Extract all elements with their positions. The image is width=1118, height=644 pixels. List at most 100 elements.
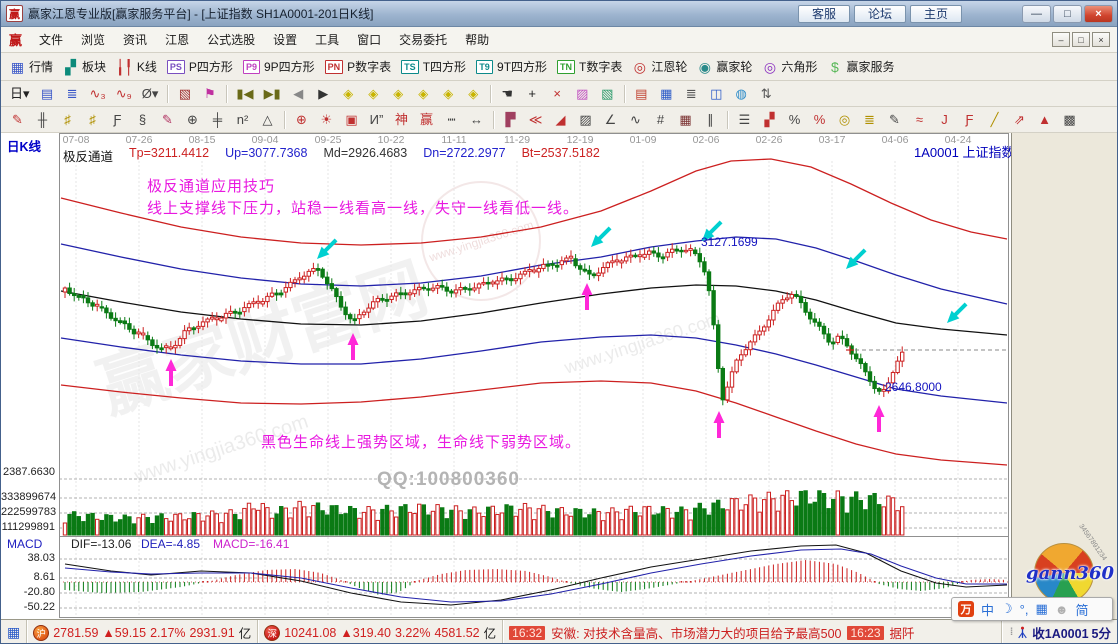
calendar-button[interactable]: ▤ — [629, 84, 654, 104]
width-measure-button[interactable]: ↔ — [464, 110, 489, 130]
menu-window[interactable]: 窗口 — [357, 33, 382, 47]
ime-lang-button[interactable]: 中 — [981, 602, 995, 618]
t-square-button[interactable]: TS T四方形 — [396, 56, 471, 77]
next-bar-button[interactable]: ▶ — [311, 84, 336, 104]
square-wheel-button[interactable]: ▣ — [339, 110, 364, 130]
status-grid-button[interactable]: ▦ — [1, 620, 28, 643]
menu-file[interactable]: 文件 — [39, 33, 64, 47]
step-bars-button[interactable]: ☰ — [732, 110, 757, 130]
shift-left-button[interactable]: ◈ — [336, 84, 361, 104]
notepad-button[interactable]: ≣ — [679, 84, 704, 104]
gold-grid-b-button[interactable]: ♯ — [80, 110, 105, 130]
period-day-combo[interactable]: 日▾ — [5, 84, 35, 104]
menu-browse[interactable]: 浏览 — [81, 33, 106, 47]
menu-tools[interactable]: 工具 — [315, 33, 340, 47]
shanghai-index-panel[interactable]: 沪 2781.59 ▲59.15 2.17% 2931.91 亿 — [27, 620, 259, 643]
t9-square-button[interactable]: T9 9T四方形 — [471, 56, 552, 77]
net-data-button[interactable]: ◍ — [729, 84, 754, 104]
range-stats-button[interactable]: ▧ — [172, 84, 197, 104]
parallel-lines-button[interactable]: ∥ — [698, 110, 723, 130]
gann-circle-button[interactable]: ⊕ — [289, 110, 314, 130]
close-button[interactable]: × — [1084, 4, 1113, 23]
ime-shape-button[interactable]: ☽ — [1001, 601, 1013, 616]
menu-help[interactable]: 帮助 — [465, 33, 490, 47]
p-square-button[interactable]: PS P四方形 — [162, 56, 238, 77]
t-number-table-button[interactable]: TN T数字表 — [552, 56, 627, 77]
mini-chart9-button[interactable]: ∿₉ — [111, 84, 137, 104]
ink-pen-button[interactable]: ✎ — [882, 110, 907, 130]
expand-h-button[interactable]: ◈ — [386, 84, 411, 104]
percent-button[interactable]: % — [782, 110, 807, 130]
homepage-button[interactable]: 主页 — [910, 4, 962, 23]
trend-pen-button[interactable]: ✎ — [5, 110, 30, 130]
four-quadrant-button[interactable]: ▩ — [1057, 110, 1082, 130]
gold-diag-button[interactable]: ╱ — [982, 110, 1007, 130]
hand-tool-button[interactable]: ☚ — [495, 84, 520, 104]
time-circle-button[interactable]: ⊕ — [180, 110, 205, 130]
zoom-in-button[interactable]: ◈ — [461, 84, 486, 104]
ime-user-button[interactable]: ☻ — [1054, 601, 1069, 617]
green-stat-button[interactable]: ▧ — [595, 84, 620, 104]
f-square-button[interactable]: Ƒ — [105, 110, 130, 130]
p-number-table-button[interactable]: PN P数字表 — [320, 56, 397, 77]
j-line-button[interactable]: Ј — [932, 110, 957, 130]
fan-square-button[interactable]: ◢ — [548, 110, 573, 130]
menu-gann[interactable]: 江恩 — [165, 33, 190, 47]
percent-line-button[interactable]: % — [807, 110, 832, 130]
mini-chart3-button[interactable]: ∿₃ — [85, 84, 111, 104]
shen-grid-button[interactable]: 神 — [389, 110, 414, 130]
mdi-minimize-button[interactable]: – — [1052, 32, 1070, 47]
menu-trade-entrust[interactable]: 交易委托 — [399, 33, 448, 47]
menu-formula-picker[interactable]: 公式选股 — [207, 33, 256, 47]
shenzhen-index-panel[interactable]: 深 10241.08 ▲319.40 3.22% 4581.52 亿 — [258, 620, 504, 643]
kline-chart-canvas[interactable] — [1, 133, 1011, 619]
angle-line-button[interactable]: ∠ — [598, 110, 623, 130]
n2-button[interactable]: n² — [230, 110, 255, 130]
grid-sharp-button[interactable]: # — [648, 110, 673, 130]
ying-line-button[interactable]: ▲ — [1032, 110, 1057, 130]
gann-wheel-button[interactable]: ◎ 江恩轮 — [627, 56, 692, 77]
board-view-button[interactable]: ▤ — [35, 84, 60, 104]
grid-fence-button[interactable]: ╪ — [205, 110, 230, 130]
winner-wheel-button[interactable]: ◉ 赢家轮 — [692, 56, 757, 77]
p9-square-button[interactable]: P9 9P四方形 — [238, 56, 320, 77]
info-list-button[interactable]: ≣ — [60, 84, 85, 104]
spiral-button[interactable]: § — [130, 110, 155, 130]
ruler-123-button[interactable]: ┉ — [439, 110, 464, 130]
forum-button[interactable]: 论坛 — [854, 4, 906, 23]
mdi-restore-button[interactable]: □ — [1072, 32, 1090, 47]
ying-grid-button[interactable]: 赢 — [414, 110, 439, 130]
pink-stat-button[interactable]: ▨ — [570, 84, 595, 104]
save-button[interactable]: ◫ — [704, 84, 729, 104]
hexagon-button[interactable]: ◎ 六角形 — [757, 56, 822, 77]
advance-line-button[interactable]: ⇗ — [1007, 110, 1032, 130]
gold-ring-button[interactable]: ◎ — [832, 110, 857, 130]
zoom-out-button[interactable]: ◈ — [436, 84, 461, 104]
menu-news[interactable]: 资讯 — [123, 33, 148, 47]
winner-service-button[interactable]: $ 赢家服务 — [822, 56, 899, 77]
restore-button[interactable]: □ — [1053, 4, 1082, 23]
angle-ruler-button[interactable]: △ — [255, 110, 280, 130]
sectors-button[interactable]: ▞ 板块 — [58, 56, 111, 77]
first-bar-button[interactable]: ▮◀ — [231, 84, 258, 104]
install-tool-button[interactable]: ⇅ — [754, 84, 779, 104]
grid-block-button[interactable]: ▦ — [673, 110, 698, 130]
mdi-close-button[interactable]: × — [1092, 32, 1110, 47]
wave-a-button[interactable]: ≈ — [907, 110, 932, 130]
gold-levels-button[interactable]: ≣ — [857, 110, 882, 130]
ime-simplified-button[interactable]: 简 — [1075, 602, 1089, 618]
ime-punct-button[interactable]: °, — [1019, 601, 1029, 617]
quote-mark-button[interactable]: И” — [364, 110, 389, 130]
crosshair-button[interactable]: + — [520, 84, 545, 104]
f-line-button[interactable]: Ƒ — [957, 110, 982, 130]
rect-window-button[interactable]: ▛ — [498, 110, 523, 130]
diag-box-button[interactable]: ▨ — [573, 110, 598, 130]
shift-right-button[interactable]: ◈ — [361, 84, 386, 104]
compress-h-button[interactable]: ◈ — [411, 84, 436, 104]
red-pen-button[interactable]: ✎ — [155, 110, 180, 130]
last-bar-button[interactable]: ▶▮ — [259, 84, 286, 104]
calculator-button[interactable]: ▦ — [654, 84, 679, 104]
zigzag-line-button[interactable]: ∿ — [623, 110, 648, 130]
gold-grid-a-button[interactable]: ♯ — [55, 110, 80, 130]
news-ticker[interactable]: 16:32 安徽: 对技术含量高、市场潜力大的项目给予最高500 16:23 据阡 — [503, 620, 1002, 643]
